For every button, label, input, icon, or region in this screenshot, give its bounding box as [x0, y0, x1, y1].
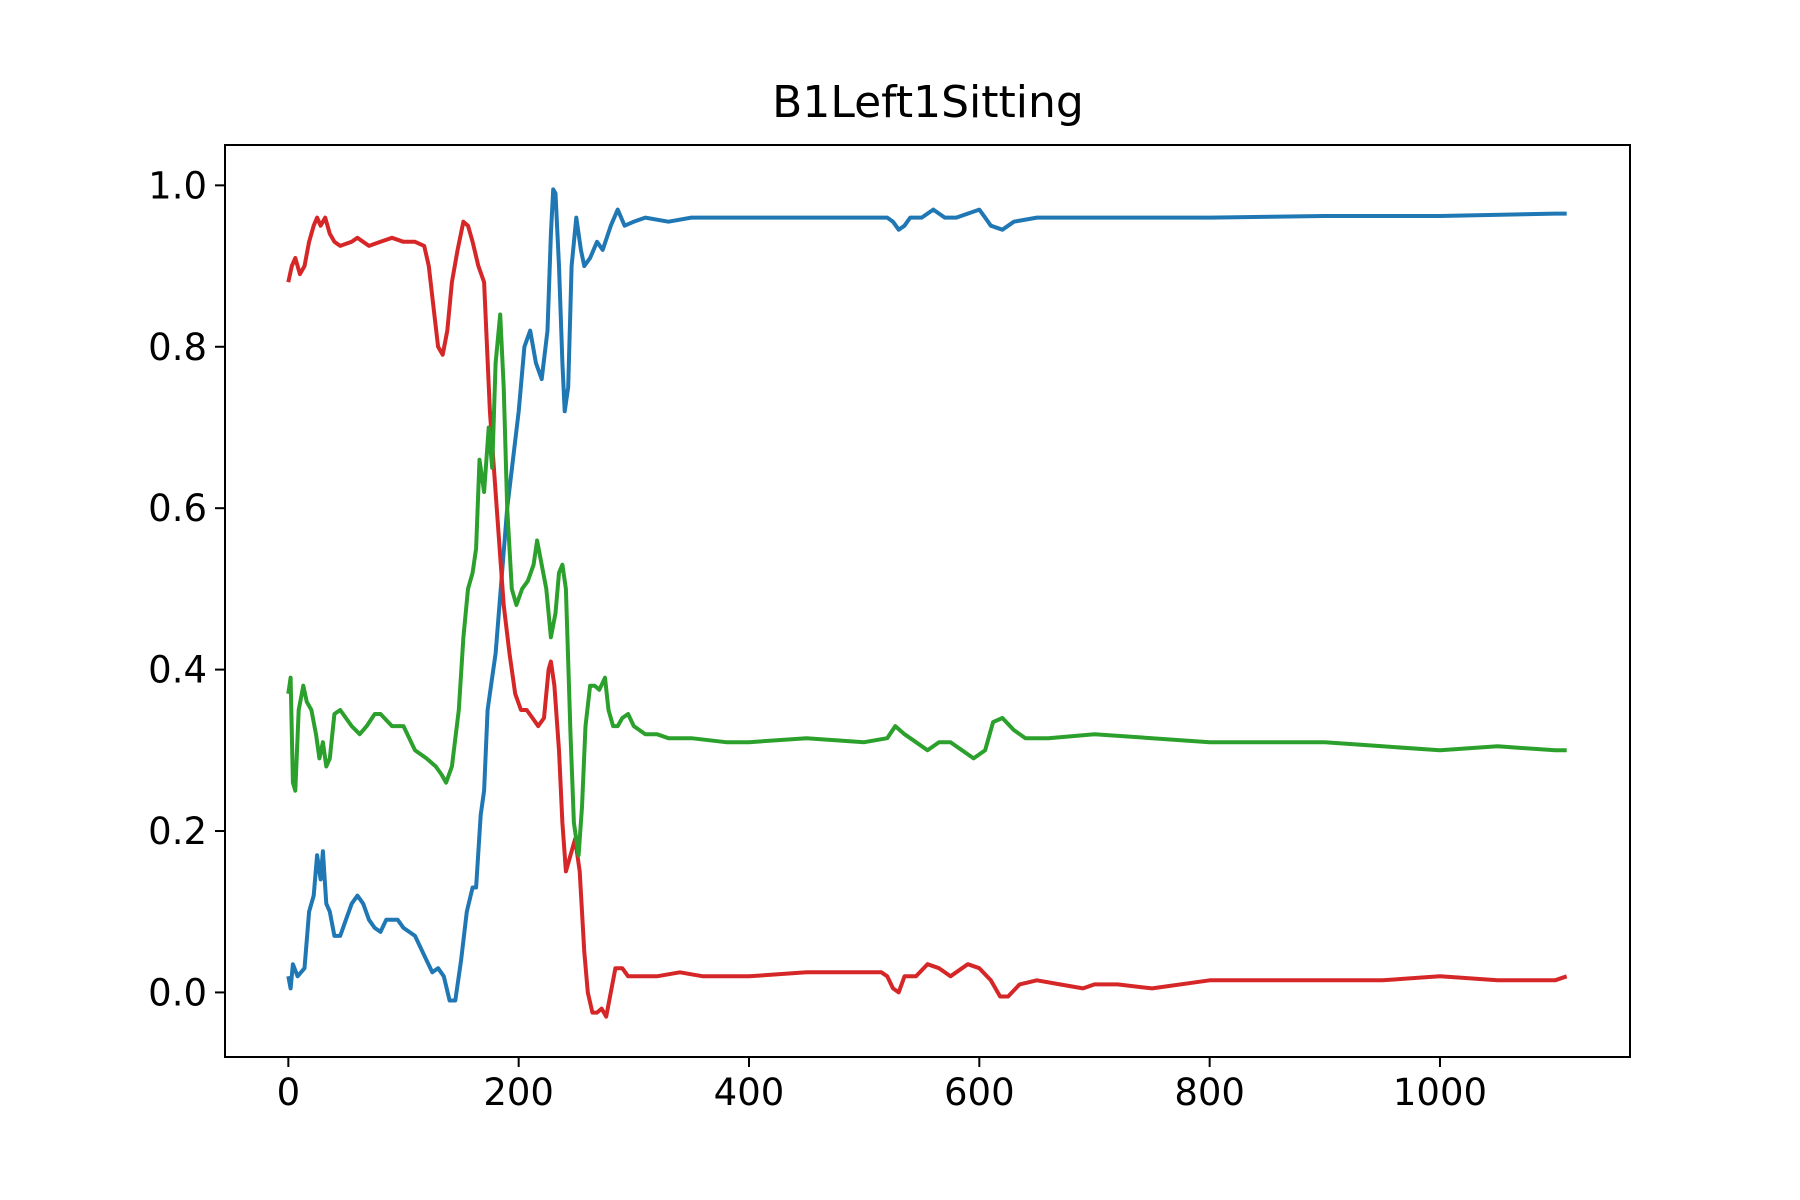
y-tick-label: 0.4: [148, 649, 207, 692]
series-line-3: [286, 312, 1567, 858]
y-tick-label: 0.8: [148, 326, 207, 369]
x-tick-label: 200: [483, 1071, 554, 1114]
x-axis: 0 200 400 600 800 1000: [277, 1057, 1487, 1114]
x-tick-label: 400: [714, 1071, 785, 1114]
x-tick-label: 0: [277, 1071, 301, 1114]
y-axis: 0.0 0.2 0.4 0.6 0.8 1.0: [148, 164, 225, 1014]
x-tick-label: 600: [944, 1071, 1015, 1114]
series-line-1: [286, 187, 1567, 1003]
plot-area: [286, 187, 1568, 1019]
x-tick-label: 1000: [1393, 1071, 1487, 1114]
y-tick-label: 0.0: [148, 971, 207, 1014]
y-tick-label: 0.2: [148, 810, 207, 853]
series-line-2: [286, 215, 1568, 1019]
y-tick-label: 1.0: [148, 164, 207, 207]
x-tick-label: 800: [1174, 1071, 1245, 1114]
chart-title: B1Left1Sitting: [772, 77, 1084, 128]
axes-frame: [224, 144, 1631, 1058]
y-tick-label: 0.6: [148, 487, 207, 530]
